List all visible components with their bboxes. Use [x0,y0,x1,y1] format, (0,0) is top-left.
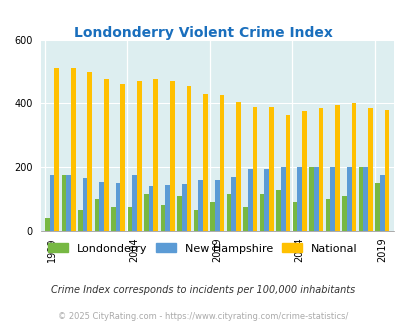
Bar [104,80,108,231]
Bar [379,175,384,231]
Bar [83,178,87,231]
Bar [144,194,149,231]
Bar [330,167,334,231]
Bar [259,194,264,231]
Bar [358,167,362,231]
Bar [149,186,153,231]
Bar [132,175,136,231]
Bar [153,80,158,231]
Bar [128,207,132,231]
Bar [120,84,125,231]
Bar [210,202,214,231]
Bar [231,178,235,231]
Bar [351,103,355,231]
Bar [115,183,120,231]
Bar [269,107,273,231]
Bar [292,202,297,231]
Bar [362,167,367,231]
Bar [226,194,231,231]
Bar [87,72,92,231]
Bar [318,108,322,231]
Bar [111,207,115,231]
Bar [186,86,191,231]
Legend: Londonderry, New Hampshire, National: Londonderry, New Hampshire, National [48,243,357,253]
Bar [78,210,83,231]
Bar [71,68,75,231]
Bar [374,183,379,231]
Bar [341,196,346,231]
Bar [165,185,170,231]
Bar [309,167,313,231]
Bar [198,180,202,231]
Bar [325,199,330,231]
Bar [367,108,372,231]
Bar [45,218,50,231]
Bar [62,175,66,231]
Bar [99,182,104,231]
Bar [285,115,290,231]
Bar [276,189,280,231]
Text: Crime Index corresponds to incidents per 100,000 inhabitants: Crime Index corresponds to incidents per… [51,285,354,295]
Bar [214,180,219,231]
Bar [202,94,207,231]
Bar [264,169,269,231]
Text: © 2025 CityRating.com - https://www.cityrating.com/crime-statistics/: © 2025 CityRating.com - https://www.city… [58,312,347,321]
Text: Londonderry Violent Crime Index: Londonderry Violent Crime Index [73,26,332,40]
Bar [50,175,54,231]
Bar [247,169,252,231]
Bar [181,184,186,231]
Bar [384,110,388,231]
Bar [219,95,224,231]
Bar [66,175,71,231]
Bar [313,167,318,231]
Bar [334,105,339,231]
Bar [280,167,285,231]
Bar [297,167,301,231]
Bar [170,81,174,231]
Bar [252,107,256,231]
Bar [54,68,59,231]
Bar [243,207,247,231]
Bar [94,199,99,231]
Bar [301,112,306,231]
Bar [193,210,198,231]
Bar [235,102,240,231]
Bar [136,81,141,231]
Bar [160,206,165,231]
Bar [177,196,181,231]
Bar [346,167,351,231]
